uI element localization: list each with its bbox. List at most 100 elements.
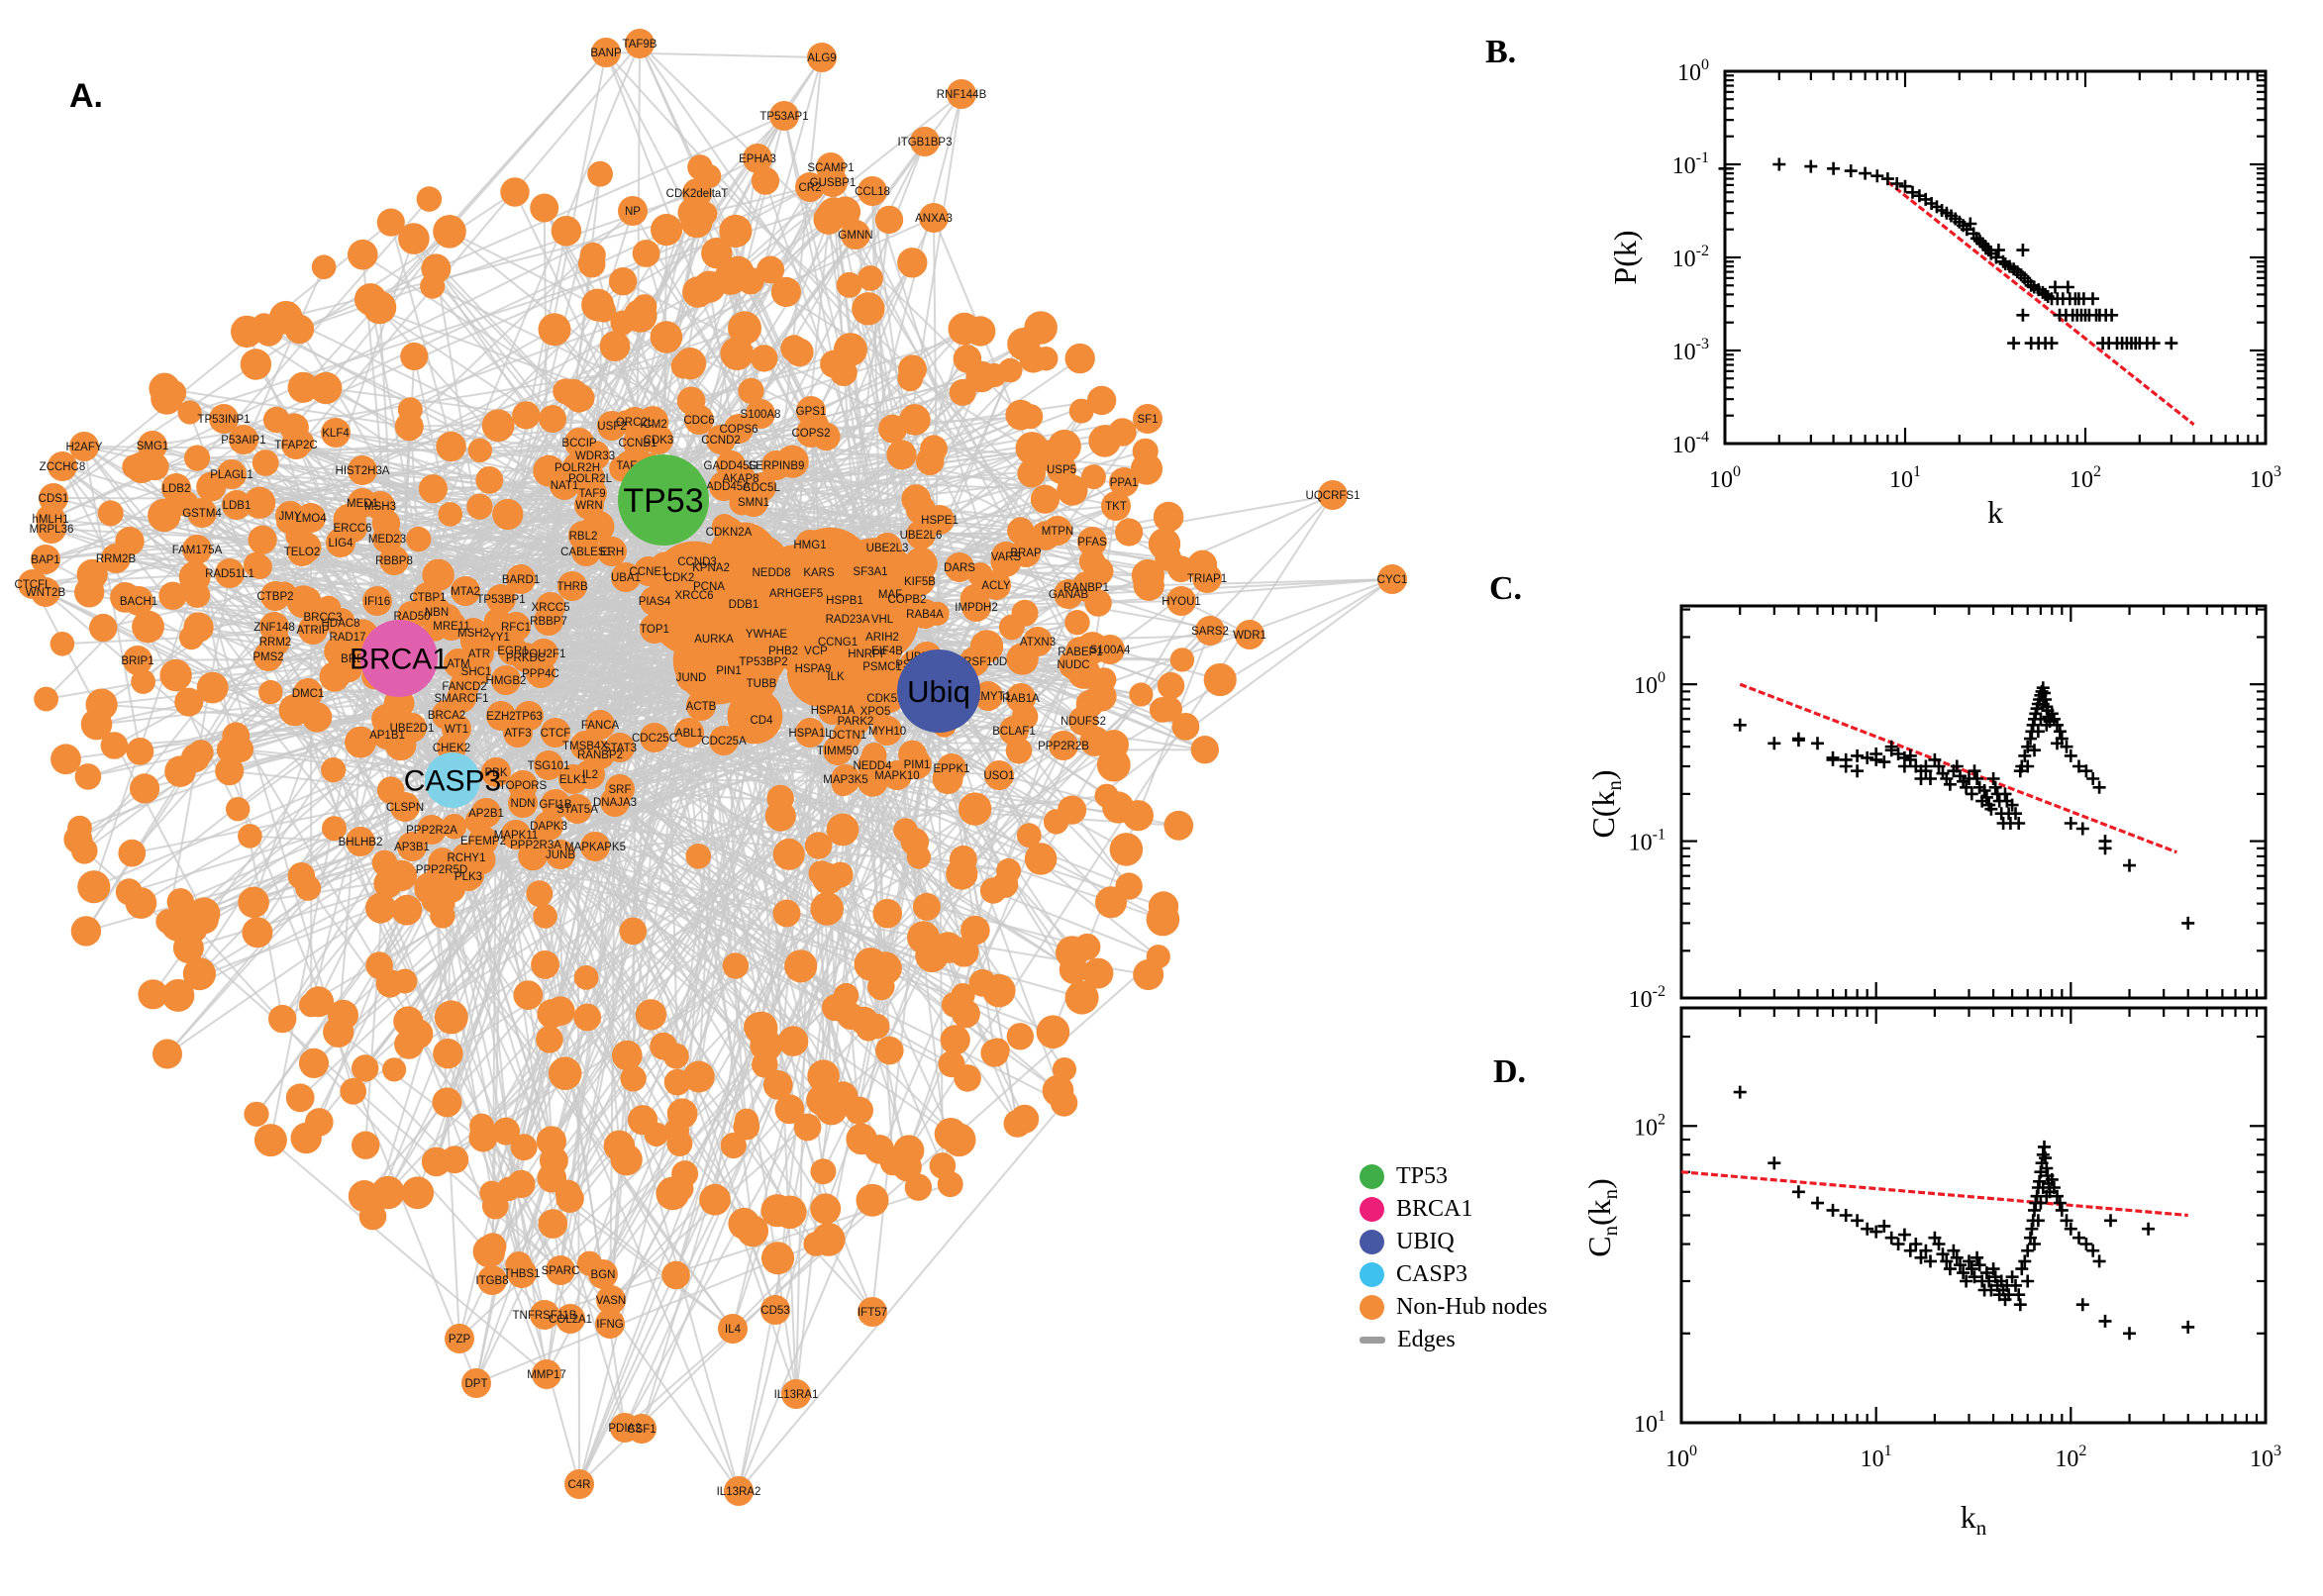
network-node [852, 292, 885, 326]
network-node [305, 1108, 334, 1137]
network-node [773, 1195, 807, 1230]
tick-label: 10-1 [1629, 827, 1666, 856]
network-node-label: ARIH2 [865, 632, 899, 644]
panel-b-label: B. [1485, 34, 1517, 70]
network-node [182, 535, 212, 564]
network-node [795, 530, 825, 559]
network-node-label: GPS1 [796, 406, 827, 418]
network-node [226, 797, 251, 822]
network-node [152, 1039, 182, 1069]
network-node [864, 1135, 894, 1164]
network-node-label: PLAGL1 [210, 469, 252, 481]
network-node [1148, 891, 1179, 922]
network-node [244, 551, 269, 578]
network-node [466, 493, 493, 520]
network-node [115, 878, 143, 906]
network-node [321, 757, 347, 783]
network-node [676, 662, 706, 692]
network-node [620, 1065, 647, 1092]
network-node-label: GFI1B [539, 799, 572, 811]
network-node-label: TP53BP2 [739, 656, 787, 668]
network-node-label: PLK3 [454, 871, 482, 883]
network-node [640, 723, 669, 752]
network-node [714, 655, 744, 685]
legend-item-non-hub-nodes: Non-Hub nodes [1360, 1291, 1548, 1324]
network-node [644, 1122, 668, 1147]
network-node-label: PIM1 [904, 759, 931, 771]
network-node [985, 1038, 1010, 1063]
network-node [217, 459, 247, 489]
network-node [394, 412, 424, 442]
network-node [215, 558, 245, 588]
network-node [1011, 538, 1041, 567]
network-node [178, 625, 204, 650]
network-node [240, 349, 272, 380]
network-node [850, 1006, 879, 1036]
network-node [959, 792, 992, 826]
network-node-label: RABEP1 [1058, 647, 1102, 658]
network-node [810, 1158, 837, 1185]
network-node [1006, 683, 1036, 713]
legend-label: UBIQ [1396, 1229, 1455, 1254]
fit-line [1680, 1170, 2188, 1218]
tick-label: 10-2 [1629, 983, 1666, 1013]
network-node [892, 1152, 922, 1182]
network-node [122, 454, 147, 479]
network-node-label: DNAJA3 [593, 797, 637, 809]
network-node [209, 404, 239, 434]
network-node [821, 661, 851, 691]
network-node [1195, 616, 1225, 646]
network-node [709, 471, 739, 501]
network-node [808, 860, 835, 886]
network-node [952, 999, 980, 1029]
network-node [856, 1183, 889, 1217]
network-node-label: TP53INP1 [197, 414, 250, 426]
tick-label: 102 [2055, 1443, 2086, 1472]
network-node-label: PSMC1 [862, 661, 902, 673]
network-node [699, 1183, 731, 1216]
network-node [1318, 480, 1348, 510]
network-node [612, 1040, 643, 1071]
network-node-label: SMARCF1 [435, 693, 489, 705]
network-node [899, 404, 931, 436]
network-node [949, 937, 979, 967]
network-node [481, 409, 515, 443]
network-node-label: AKAP8 [722, 473, 758, 485]
chart-C: 100 10-1 10-2 C(kn​) [1585, 604, 2268, 1013]
network-node-label: ANXA3 [915, 213, 953, 225]
network-node [886, 440, 917, 470]
network-node [684, 405, 714, 435]
network-node [968, 969, 997, 997]
network-node [141, 452, 169, 481]
network-node [793, 1113, 822, 1142]
tick-label: 100 [1709, 463, 1741, 493]
hub-node-casp3 [425, 752, 480, 808]
network-node [953, 345, 982, 373]
network-node [472, 1235, 506, 1268]
network-node [640, 614, 669, 644]
network-node [580, 832, 610, 861]
network-node [605, 774, 635, 804]
network-node-label: RBL2 [569, 531, 598, 543]
network-node [352, 1054, 379, 1082]
network-node [858, 176, 887, 206]
network-node [991, 871, 1019, 898]
network-node-label: GUSBP1 [810, 177, 857, 189]
network-node [1149, 697, 1175, 723]
network-node [151, 382, 183, 415]
network-node [467, 438, 492, 462]
network-node [533, 904, 557, 929]
network-node-label: STAT5A [556, 804, 598, 816]
network-node [737, 267, 764, 295]
network-node [400, 342, 429, 371]
network-node [1043, 516, 1072, 546]
network-node-label: SPARC [542, 1265, 580, 1277]
network-node [475, 466, 504, 494]
tick-label: 10-4 [1672, 429, 1709, 458]
hub-label-tp53: TP53 [623, 482, 703, 520]
network-node [807, 43, 837, 72]
network-node-label: CTBP1 [409, 592, 446, 604]
network-node-label: EPHA3 [739, 153, 776, 165]
network-node-label: THBS1 [503, 1268, 540, 1280]
network-node-label: CLSPN [386, 802, 424, 814]
